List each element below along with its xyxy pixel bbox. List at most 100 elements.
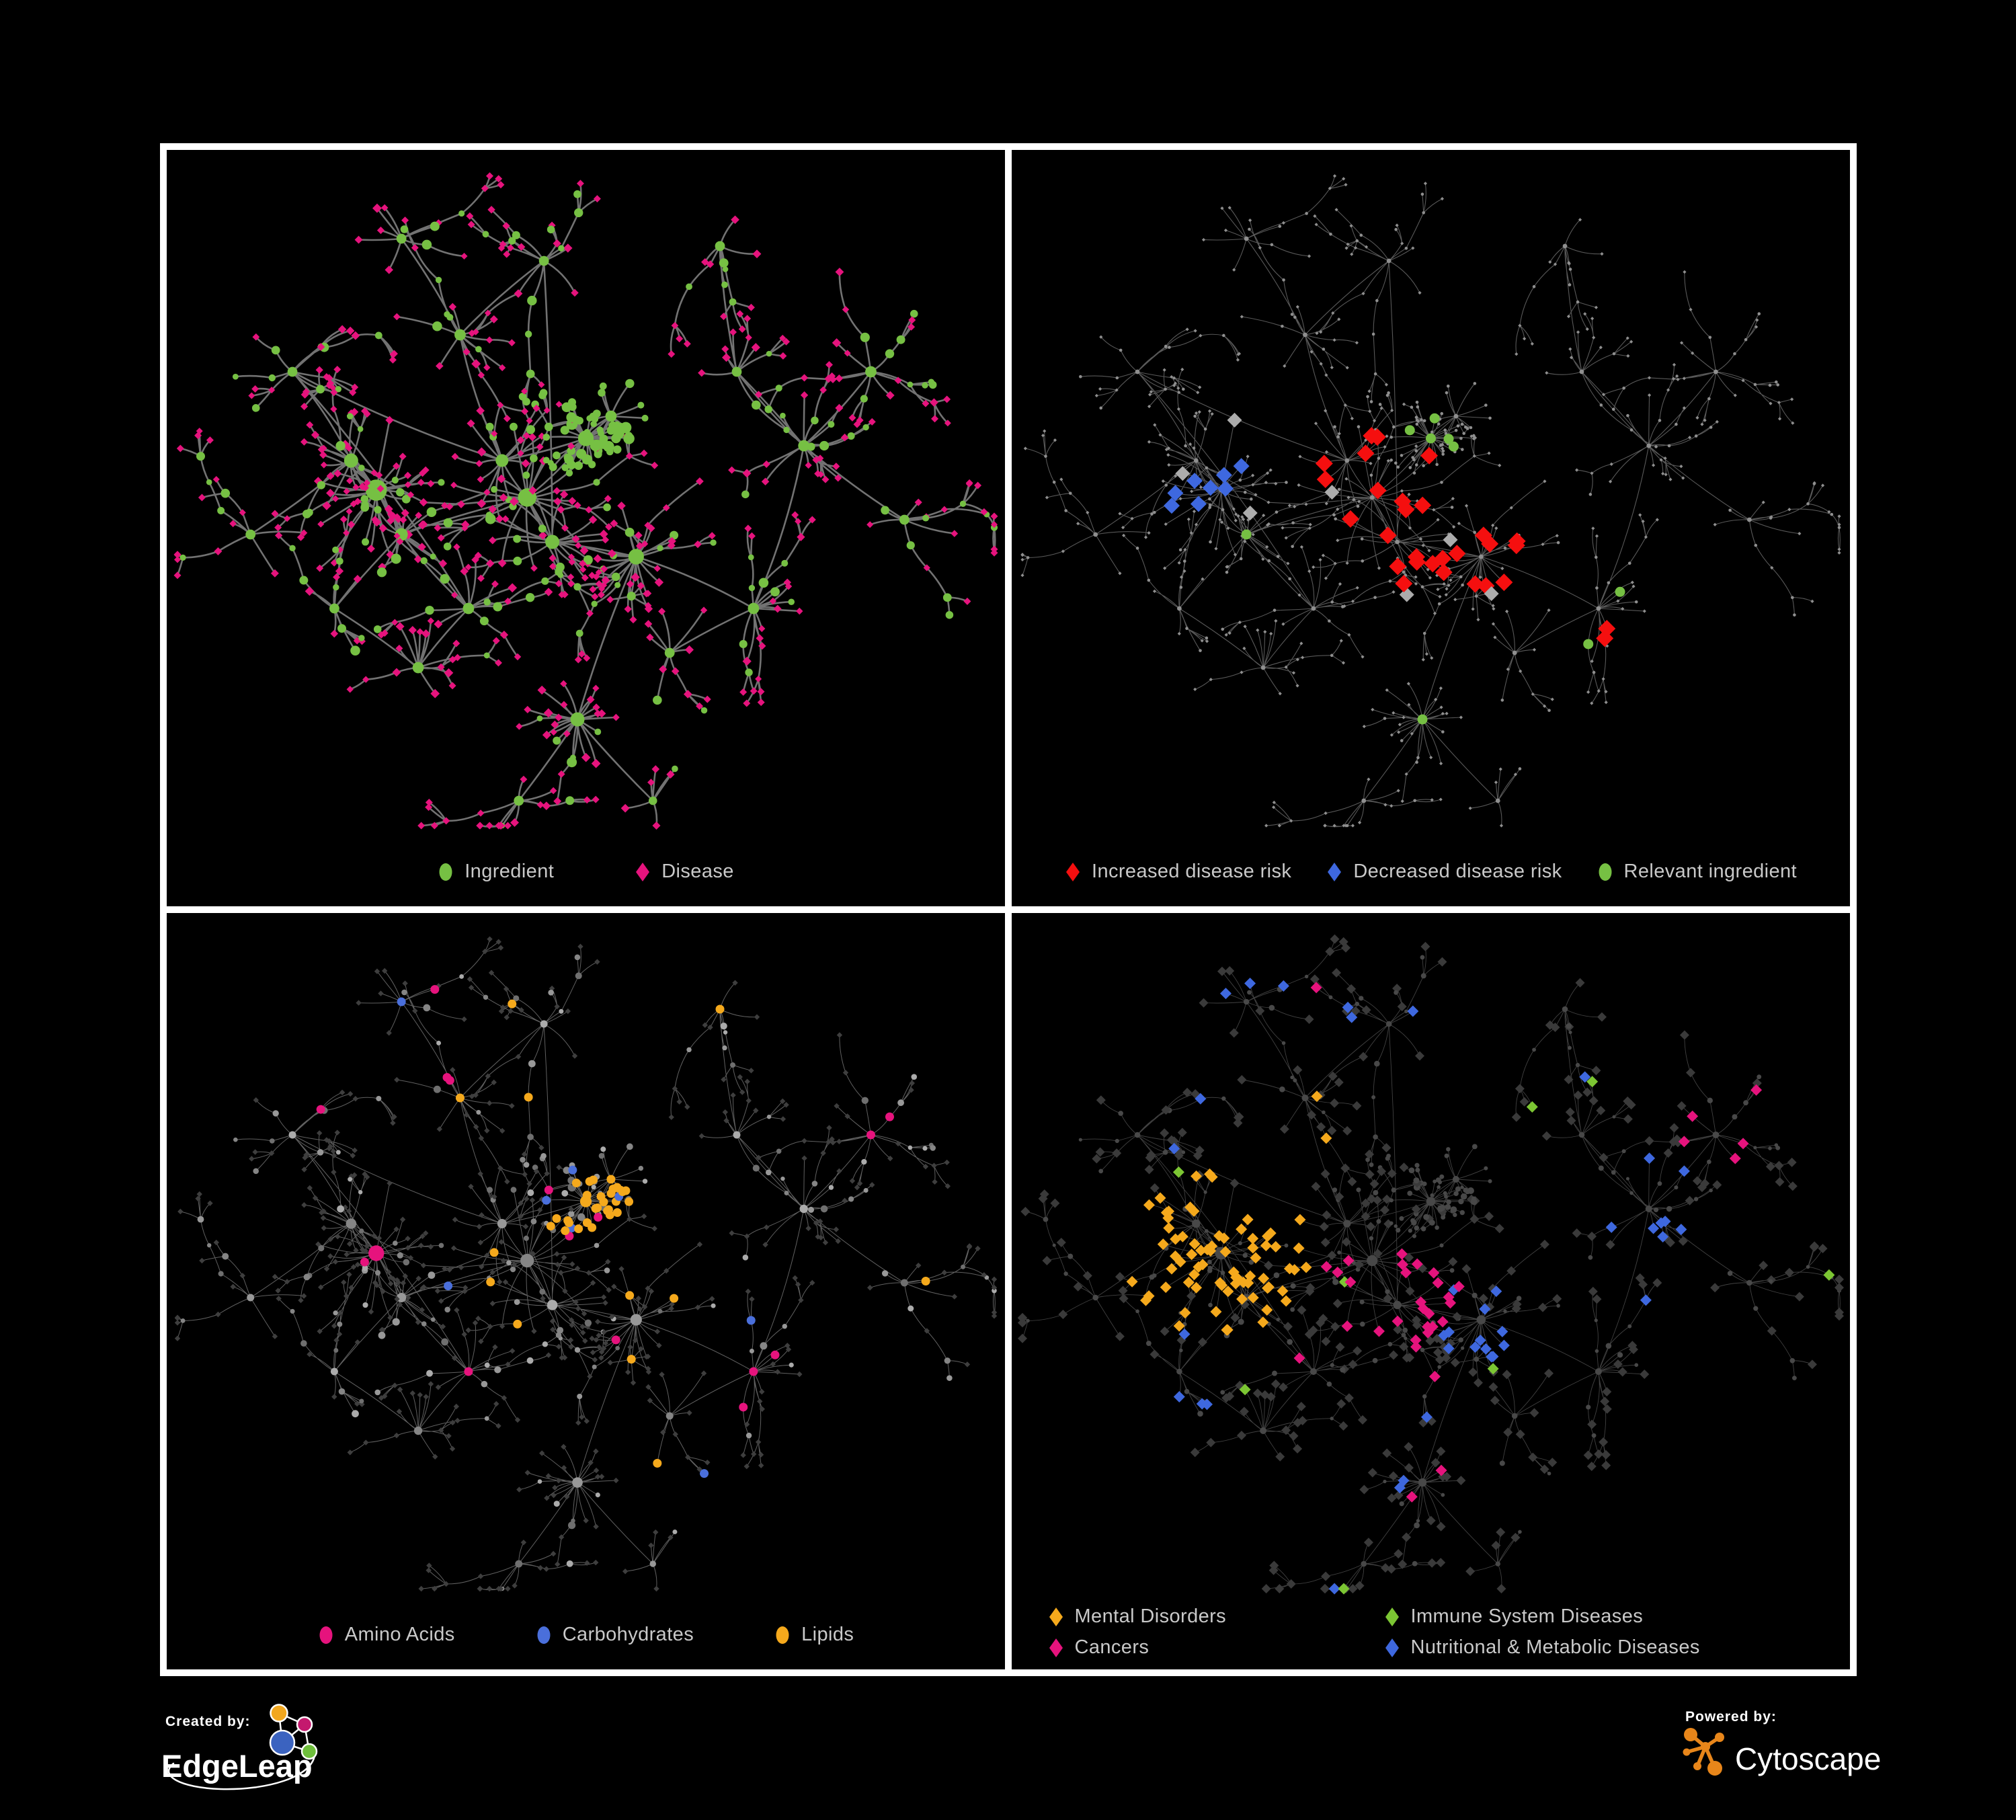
graph-node[interactable]	[1222, 333, 1225, 338]
graph-node[interactable]	[346, 1240, 353, 1247]
graph-node[interactable]	[1652, 463, 1656, 467]
graph-node[interactable]	[395, 515, 403, 523]
graph-node[interactable]	[1436, 1446, 1446, 1456]
graph-node[interactable]	[527, 1134, 534, 1140]
graph-node[interactable]	[492, 637, 500, 645]
graph-node[interactable]	[1471, 1196, 1476, 1201]
graph-node[interactable]	[916, 1262, 922, 1269]
graph-node[interactable]	[489, 315, 498, 323]
graph-node-lipids[interactable]	[582, 1191, 592, 1200]
graph-node[interactable]	[667, 541, 676, 550]
graph-node[interactable]	[563, 243, 573, 253]
graph-node[interactable]	[1775, 1177, 1785, 1187]
graph-node[interactable]	[991, 1309, 998, 1316]
graph-node-mental-disorders[interactable]	[1293, 1242, 1305, 1254]
graph-node[interactable]	[579, 1414, 585, 1420]
graph-node-nutritional-metabolic[interactable]	[1178, 1328, 1191, 1340]
graph-node[interactable]	[1214, 547, 1218, 551]
graph-node[interactable]	[334, 1130, 340, 1136]
graph-node-cancers[interactable]	[1445, 1297, 1457, 1309]
graph-node[interactable]	[214, 547, 223, 555]
graph-node[interactable]	[1053, 438, 1057, 442]
graph-node[interactable]	[607, 549, 616, 558]
graph-node[interactable]	[558, 1269, 564, 1276]
graph-node[interactable]	[1286, 1579, 1296, 1589]
graph-node[interactable]	[365, 479, 387, 501]
graph-node[interactable]	[1599, 346, 1603, 350]
graph-node[interactable]	[1333, 425, 1336, 429]
graph-node[interactable]	[513, 535, 522, 543]
graph-node[interactable]	[1357, 1415, 1367, 1425]
graph-node[interactable]	[212, 476, 220, 483]
graph-node[interactable]	[330, 629, 339, 638]
graph-node[interactable]	[421, 1321, 427, 1327]
graph-node[interactable]	[1377, 457, 1381, 460]
graph-node[interactable]	[1426, 567, 1430, 571]
graph-node[interactable]	[755, 1439, 762, 1446]
graph-node[interactable]	[1164, 483, 1168, 487]
graph-node[interactable]	[1404, 1253, 1414, 1263]
graph-node[interactable]	[1320, 1238, 1330, 1248]
graph-node[interactable]	[378, 524, 388, 532]
graph-node[interactable]	[606, 596, 614, 604]
graph-node[interactable]	[378, 990, 384, 996]
graph-node[interactable]	[450, 481, 458, 489]
graph-node[interactable]	[397, 1302, 403, 1308]
graph-node[interactable]	[568, 497, 577, 506]
graph-node[interactable]	[576, 180, 584, 188]
graph-node[interactable]	[600, 565, 608, 573]
graph-node[interactable]	[380, 204, 389, 212]
graph-node[interactable]	[1586, 690, 1590, 694]
graph-node-lipids[interactable]	[653, 1458, 662, 1468]
graph-node[interactable]	[775, 385, 782, 392]
graph-node[interactable]	[174, 1335, 181, 1341]
graph-node-mental-disorders[interactable]	[1236, 1293, 1248, 1305]
graph-node[interactable]	[601, 1329, 607, 1335]
graph-node[interactable]	[1115, 376, 1119, 380]
graph-node[interactable]	[700, 1370, 707, 1376]
graph-node[interactable]	[1385, 434, 1389, 438]
graph-node[interactable]	[1369, 400, 1373, 403]
graph-node[interactable]	[1304, 502, 1308, 506]
graph-node[interactable]	[1297, 593, 1301, 597]
graph-node[interactable]	[1553, 262, 1558, 266]
graph-node[interactable]	[487, 1323, 493, 1330]
graph-node[interactable]	[1147, 531, 1151, 535]
graph-node[interactable]	[1050, 1198, 1060, 1208]
graph-node-lipids[interactable]	[508, 999, 517, 1008]
graph-node[interactable]	[1834, 1274, 1844, 1284]
graph-node[interactable]	[522, 1171, 528, 1177]
graph-node[interactable]	[433, 1085, 441, 1093]
graph-node[interactable]	[645, 1384, 651, 1390]
graph-node[interactable]	[1242, 1253, 1248, 1258]
graph-node[interactable]	[1605, 1240, 1615, 1250]
graph-node[interactable]	[1562, 243, 1568, 249]
graph-node[interactable]	[1629, 1345, 1639, 1355]
graph-node-cancers[interactable]	[1435, 1464, 1447, 1476]
graph-node[interactable]	[1389, 1221, 1394, 1226]
graph-node[interactable]	[645, 1285, 651, 1292]
graph-node[interactable]	[558, 1534, 565, 1540]
graph-node[interactable]	[1328, 619, 1331, 623]
graph-node[interactable]	[579, 1323, 586, 1330]
graph-node[interactable]	[1659, 458, 1663, 462]
graph-node[interactable]	[327, 1143, 333, 1150]
graph-node[interactable]	[336, 1331, 343, 1337]
graph-node[interactable]	[742, 656, 752, 666]
graph-node[interactable]	[1430, 1193, 1435, 1197]
graph-node[interactable]	[174, 1314, 181, 1320]
graph-node[interactable]	[1320, 1584, 1330, 1593]
graph-node[interactable]	[1700, 1179, 1710, 1189]
graph-node[interactable]	[1503, 1309, 1507, 1313]
graph-node[interactable]	[473, 1123, 479, 1130]
graph-node[interactable]	[510, 1187, 517, 1193]
graph-node[interactable]	[500, 1257, 507, 1264]
graph-node[interactable]	[504, 1179, 510, 1185]
graph-node[interactable]	[1453, 1212, 1457, 1218]
graph-node[interactable]	[1402, 1532, 1412, 1542]
graph-node[interactable]	[694, 1304, 701, 1310]
graph-node[interactable]	[531, 1328, 537, 1335]
graph-node[interactable]	[711, 1303, 716, 1308]
graph-node[interactable]	[232, 373, 239, 380]
graph-node[interactable]	[1256, 628, 1260, 632]
